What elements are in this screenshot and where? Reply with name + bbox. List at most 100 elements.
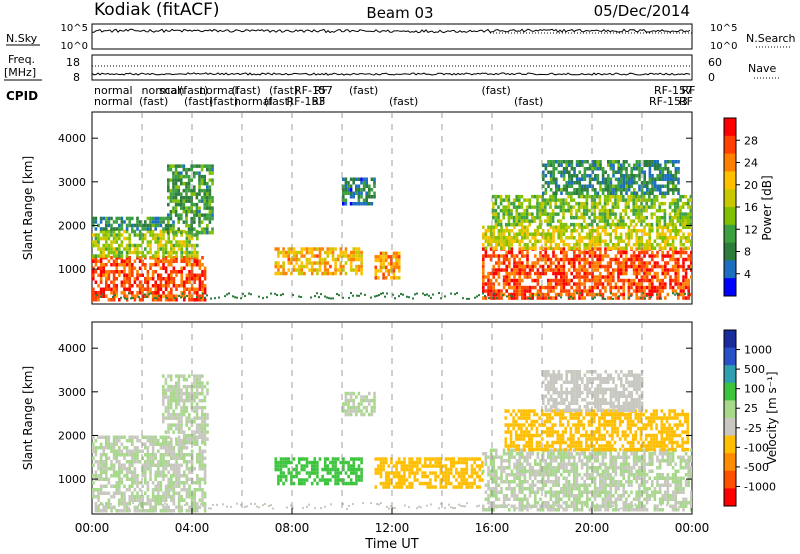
scatter-cell — [601, 239, 605, 243]
scatter-cell — [172, 270, 176, 274]
scatter-cell — [559, 222, 563, 227]
scatter-cell — [131, 229, 134, 234]
scatter-cell — [115, 435, 118, 439]
scatter-cell — [648, 236, 651, 240]
scatter-cell — [656, 174, 659, 178]
scatter-cell — [645, 292, 649, 297]
scatter-cell — [552, 167, 555, 171]
scatter-cell — [635, 264, 638, 269]
scatter-cell — [169, 192, 173, 196]
scatter-cell — [203, 181, 206, 186]
scatter-cell — [640, 250, 644, 255]
scatter-cell — [539, 239, 542, 243]
scatter-cell — [495, 236, 498, 240]
scatter-cell — [625, 160, 628, 164]
scatter-cell — [674, 264, 677, 269]
scatter-cell — [344, 181, 348, 185]
scatter-cell — [167, 220, 170, 224]
scatter-cell — [568, 174, 571, 178]
scatter-cell — [373, 391, 376, 396]
scatter-cell — [97, 240, 100, 244]
scatter-cell — [159, 463, 163, 467]
scatter-cell — [643, 225, 646, 229]
scatter-cell — [133, 294, 137, 298]
scatter-cell — [475, 485, 479, 489]
scatter-cell — [593, 285, 597, 290]
scatter-cell — [531, 215, 534, 220]
scatter-cell — [492, 232, 495, 236]
noise-cell — [332, 297, 334, 300]
scatter-cell — [638, 264, 641, 269]
scatter-cell — [334, 247, 337, 251]
scatter-cell — [526, 254, 529, 258]
scatter-cell — [175, 437, 178, 441]
scatter-cell — [617, 289, 620, 293]
scatter-cell — [392, 464, 396, 468]
scatter-cell — [384, 251, 388, 256]
scatter-cell — [622, 246, 625, 250]
noise-cell — [484, 295, 486, 298]
scatter-cell — [397, 481, 401, 486]
scatter-cell — [187, 195, 191, 200]
scatter-cell — [687, 236, 690, 240]
scatter-cell — [607, 174, 610, 178]
scatter-cell — [177, 498, 181, 502]
scatter-cell — [655, 222, 659, 227]
scatter-cell — [669, 160, 672, 164]
scatter-cell — [110, 484, 113, 488]
scatter-cell — [159, 273, 163, 277]
scatter-cell — [167, 453, 170, 457]
scatter-cell — [118, 477, 121, 481]
scatter-cell — [682, 236, 685, 240]
scatter-cell — [510, 285, 514, 290]
scatter-cell — [439, 460, 443, 465]
scatter-cell — [408, 471, 411, 475]
scatter-cell — [144, 287, 147, 291]
scatter-cell — [578, 264, 581, 269]
scatter-cell — [175, 456, 178, 460]
scatter-cell — [625, 243, 628, 247]
scatter-cell — [669, 177, 672, 181]
scatter-cell — [645, 198, 648, 202]
scatter-cell — [489, 296, 493, 300]
scatter-cell — [465, 467, 469, 472]
scatter-cell — [505, 254, 508, 258]
scatter-cell — [110, 240, 113, 244]
scatter-cell — [198, 259, 202, 263]
scatter-cell — [208, 230, 212, 235]
scatter-cell — [146, 240, 150, 244]
scatter-cell — [107, 435, 111, 439]
scatter-cell — [136, 227, 139, 231]
scatter-cell — [118, 216, 121, 221]
scatter-cell — [172, 430, 175, 434]
scatter-cell — [198, 498, 202, 502]
scatter-cell — [162, 384, 165, 389]
scatter-cell — [594, 174, 597, 178]
scatter-cell — [115, 442, 118, 446]
scatter-cell — [146, 453, 150, 457]
scatter-cell — [473, 471, 476, 475]
scatter-cell — [193, 185, 196, 189]
scatter-cell — [612, 174, 615, 178]
scatter-cell — [620, 177, 623, 181]
scatter-cell — [196, 250, 199, 255]
scatter-cell — [676, 219, 680, 223]
scatter-cell — [640, 212, 643, 216]
scatter-cell — [277, 460, 280, 465]
noise-cell — [336, 293, 338, 296]
scatter-cell — [128, 495, 131, 499]
scatter-cell — [92, 216, 95, 221]
scatter-cell — [174, 164, 178, 168]
scatter-cell — [674, 246, 677, 250]
scatter-cell — [206, 381, 209, 385]
scatter-cell — [495, 225, 498, 229]
scatter-cell — [282, 261, 285, 265]
scatter-cell — [562, 285, 566, 290]
scatter-cell — [120, 227, 124, 231]
scatter-cell — [295, 254, 298, 258]
scatter-cell — [167, 509, 170, 513]
scatter-cell — [674, 282, 677, 286]
scatter-cell — [578, 232, 581, 236]
scatter-cell — [484, 455, 488, 459]
scatter-cell — [650, 201, 654, 206]
